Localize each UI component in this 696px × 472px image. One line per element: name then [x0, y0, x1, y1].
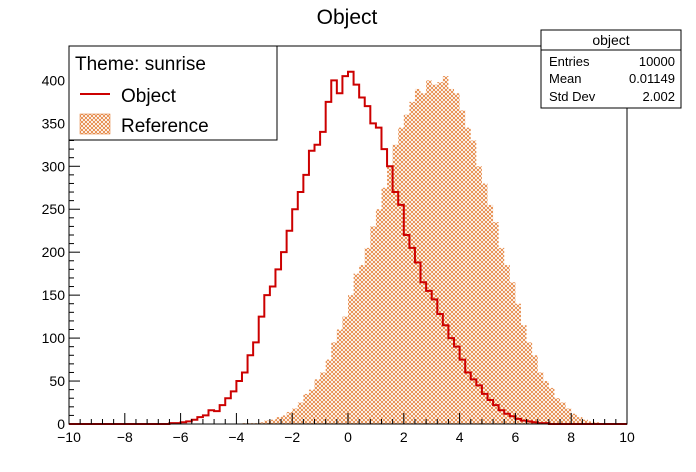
reference-bar	[520, 325, 527, 424]
reference-bar	[426, 80, 432, 424]
reference-bar	[587, 421, 594, 424]
stats-stddev-label: Std Dev	[549, 89, 596, 104]
y-tick-label: 100	[42, 330, 66, 346]
reference-bar	[565, 408, 572, 424]
y-tick-label: 0	[57, 416, 65, 432]
reference-bar	[576, 417, 583, 424]
reference-bar	[320, 372, 326, 424]
reference-bar	[476, 166, 482, 425]
x-tick-label: −6	[173, 429, 189, 445]
reference-bar	[532, 355, 538, 424]
reference-bar	[348, 295, 354, 424]
reference-bar	[409, 101, 415, 424]
reference-bar	[515, 303, 521, 424]
reference-bar	[303, 393, 309, 424]
x-tick-label: −10	[57, 429, 81, 445]
reference-bar	[582, 419, 588, 424]
x-tick-label: 4	[456, 429, 464, 445]
y-tick-label: 250	[42, 201, 66, 217]
reference-bar	[297, 402, 304, 424]
x-tick-label: 0	[344, 429, 352, 445]
reference-bar	[314, 379, 321, 424]
reference-bar	[454, 93, 460, 424]
object-step-line	[69, 70, 627, 425]
reference-bar	[292, 408, 298, 424]
reference-bar	[487, 204, 494, 424]
reference-bar	[504, 265, 510, 424]
legend-label-reference: Reference	[121, 116, 209, 137]
reference-bar	[560, 402, 566, 424]
x-tick-label: 10	[619, 429, 635, 445]
y-tick-label: 350	[42, 115, 66, 131]
reference-bar	[420, 93, 427, 424]
reference-bar	[331, 342, 337, 424]
reference-bar	[537, 372, 544, 424]
stats-entries-value: 10000	[639, 54, 675, 69]
reference-bar	[308, 389, 315, 424]
stats-mean-label: Mean	[549, 71, 582, 86]
reference-bar	[398, 127, 404, 424]
reference-bar	[269, 419, 276, 424]
reference-bar	[403, 114, 410, 425]
reference-bar	[543, 381, 549, 424]
reference-bar	[359, 265, 365, 424]
reference-bar	[448, 88, 455, 425]
reference-bar	[286, 411, 293, 424]
stats-stddev-value: 2.002	[642, 89, 675, 104]
x-tick-label: −2	[284, 429, 300, 445]
legend-label-object: Object	[121, 86, 177, 107]
reference-bar	[258, 422, 265, 424]
y-tick-label: 300	[42, 158, 66, 174]
reference-bar	[481, 183, 488, 424]
reference-bar	[571, 413, 577, 424]
reference-series-layer	[241, 76, 611, 425]
reference-bar	[493, 222, 499, 424]
x-tick-label: −8	[117, 429, 133, 445]
reference-bar	[342, 316, 348, 424]
legend-swatch-reference	[79, 113, 111, 135]
reference-bar	[364, 247, 371, 424]
legend-title: Theme: sunrise	[75, 54, 206, 75]
reference-bar	[509, 282, 516, 424]
reference-bar	[437, 82, 443, 424]
reference-bar	[336, 329, 343, 424]
y-tick-label: 400	[42, 72, 66, 88]
x-tick-label: 2	[400, 429, 408, 445]
reference-bar	[381, 187, 388, 424]
reference-bar	[414, 88, 421, 425]
x-tick-label: 8	[567, 429, 575, 445]
reference-bar	[526, 342, 533, 424]
reference-bar	[442, 76, 449, 425]
stats-box: object Entries 10000 Mean 0.01149 Std De…	[540, 29, 682, 109]
reference-bar	[470, 140, 477, 424]
reference-bar	[370, 226, 376, 424]
object-series-layer	[69, 70, 627, 425]
x-axis: −10 −8 −6 −4 −2 0 2 4 6 8 10	[57, 413, 635, 445]
reference-bar	[353, 273, 360, 424]
reference-bar	[375, 209, 382, 424]
reference-bar	[387, 166, 393, 425]
reference-bar	[554, 398, 561, 424]
reference-bar	[431, 84, 438, 424]
legend-box: Theme: sunrise Object Reference	[68, 45, 278, 141]
reference-bar	[459, 110, 466, 424]
reference-bar	[264, 420, 270, 424]
reference-bar	[498, 247, 505, 424]
reference-bar	[281, 415, 287, 424]
stats-entries-label: Entries	[549, 54, 590, 69]
reference-bar	[275, 417, 282, 424]
y-tick-label: 50	[49, 373, 65, 389]
reference-bar	[392, 144, 399, 424]
x-tick-label: −4	[228, 429, 244, 445]
y-tick-label: 200	[42, 244, 66, 260]
reference-bar	[548, 387, 555, 424]
stats-mean-value: 0.01149	[629, 71, 675, 86]
chart-title: Object	[317, 6, 378, 29]
reference-bar	[325, 359, 332, 424]
y-tick-label: 150	[42, 287, 66, 303]
reference-bar	[465, 127, 471, 424]
stats-title: object	[592, 32, 629, 48]
x-tick-label: 6	[512, 429, 520, 445]
